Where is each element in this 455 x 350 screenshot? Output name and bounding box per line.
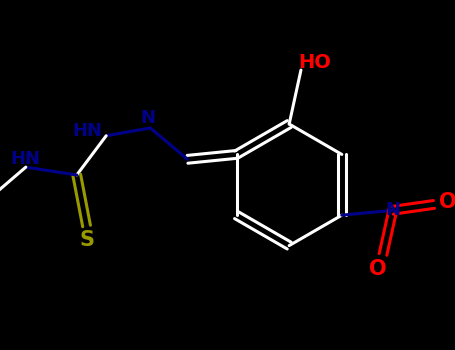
Text: HN: HN: [11, 150, 41, 168]
Text: N: N: [141, 109, 156, 127]
Text: HN: HN: [72, 122, 102, 140]
Text: O: O: [369, 259, 387, 279]
Text: HO: HO: [298, 53, 331, 72]
Text: O: O: [439, 193, 455, 212]
Text: N: N: [385, 201, 400, 219]
Text: S: S: [79, 230, 94, 250]
